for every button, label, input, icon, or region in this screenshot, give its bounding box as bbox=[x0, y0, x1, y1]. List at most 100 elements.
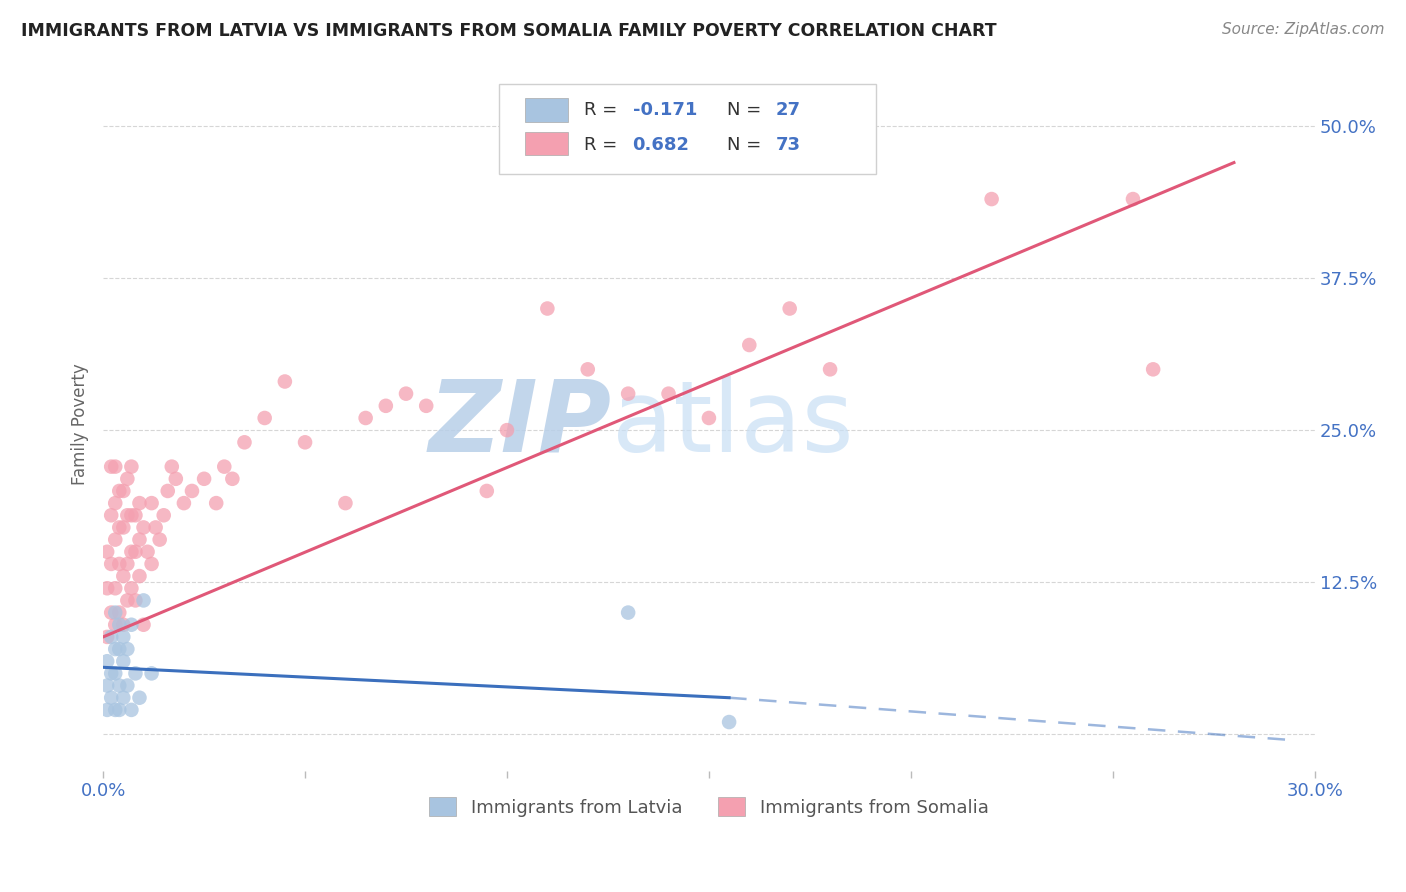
Point bbox=[181, 483, 204, 498]
Point bbox=[374, 399, 396, 413]
Point bbox=[475, 483, 498, 498]
Text: ZIP: ZIP bbox=[429, 376, 612, 473]
Point bbox=[104, 496, 127, 510]
Point bbox=[233, 435, 256, 450]
Point bbox=[100, 666, 122, 681]
Text: 73: 73 bbox=[776, 136, 800, 153]
Point bbox=[718, 714, 741, 729]
Point bbox=[141, 496, 163, 510]
Point bbox=[108, 617, 131, 632]
Point bbox=[738, 338, 761, 352]
Point bbox=[108, 703, 131, 717]
Point bbox=[253, 411, 276, 425]
Point bbox=[112, 654, 135, 668]
Text: N =: N = bbox=[727, 101, 761, 119]
Point bbox=[149, 533, 172, 547]
Point bbox=[617, 386, 640, 401]
Point bbox=[124, 666, 146, 681]
Point bbox=[117, 642, 139, 657]
Point bbox=[104, 581, 127, 595]
Point bbox=[128, 690, 150, 705]
Point bbox=[96, 679, 118, 693]
Point bbox=[117, 557, 139, 571]
Point bbox=[117, 508, 139, 523]
Point bbox=[1122, 192, 1144, 206]
Point bbox=[104, 606, 127, 620]
Point bbox=[117, 593, 139, 607]
Point bbox=[120, 545, 142, 559]
Point bbox=[108, 606, 131, 620]
Point bbox=[152, 508, 174, 523]
Point bbox=[96, 581, 118, 595]
Point bbox=[128, 496, 150, 510]
Point bbox=[132, 593, 155, 607]
Point bbox=[354, 411, 377, 425]
Point bbox=[496, 423, 519, 437]
Point bbox=[657, 386, 679, 401]
Point bbox=[120, 617, 142, 632]
Point bbox=[120, 581, 142, 595]
Text: 27: 27 bbox=[776, 101, 800, 119]
Point bbox=[112, 617, 135, 632]
Point bbox=[108, 642, 131, 657]
Point bbox=[96, 703, 118, 717]
Point bbox=[120, 459, 142, 474]
Point bbox=[415, 399, 437, 413]
Point bbox=[132, 520, 155, 534]
Text: IMMIGRANTS FROM LATVIA VS IMMIGRANTS FROM SOMALIA FAMILY POVERTY CORRELATION CHA: IMMIGRANTS FROM LATVIA VS IMMIGRANTS FRO… bbox=[21, 22, 997, 40]
Point bbox=[117, 472, 139, 486]
Point bbox=[100, 557, 122, 571]
Point bbox=[104, 533, 127, 547]
Point bbox=[156, 483, 179, 498]
Point bbox=[104, 703, 127, 717]
FancyBboxPatch shape bbox=[524, 131, 568, 155]
Point bbox=[132, 617, 155, 632]
Point bbox=[141, 557, 163, 571]
Point bbox=[173, 496, 195, 510]
Text: Source: ZipAtlas.com: Source: ZipAtlas.com bbox=[1222, 22, 1385, 37]
Text: 0.682: 0.682 bbox=[633, 136, 689, 153]
Point bbox=[108, 520, 131, 534]
Point bbox=[104, 459, 127, 474]
Text: atlas: atlas bbox=[612, 376, 853, 473]
Point bbox=[335, 496, 357, 510]
Point bbox=[108, 679, 131, 693]
Point bbox=[124, 508, 146, 523]
Point bbox=[193, 472, 215, 486]
Point bbox=[779, 301, 801, 316]
Point bbox=[108, 557, 131, 571]
Text: R =: R = bbox=[583, 101, 617, 119]
Point bbox=[112, 690, 135, 705]
Point bbox=[980, 192, 1002, 206]
Point bbox=[124, 545, 146, 559]
Point bbox=[145, 520, 167, 534]
Point bbox=[294, 435, 316, 450]
Point bbox=[117, 679, 139, 693]
Point bbox=[576, 362, 599, 376]
Point bbox=[221, 472, 243, 486]
Point bbox=[1142, 362, 1164, 376]
Point bbox=[128, 569, 150, 583]
Point bbox=[112, 569, 135, 583]
Point bbox=[112, 520, 135, 534]
Point bbox=[104, 617, 127, 632]
Point bbox=[274, 375, 297, 389]
Text: N =: N = bbox=[727, 136, 761, 153]
Point bbox=[112, 483, 135, 498]
Point bbox=[96, 654, 118, 668]
FancyBboxPatch shape bbox=[499, 84, 876, 175]
Point bbox=[128, 533, 150, 547]
Point bbox=[104, 642, 127, 657]
Point bbox=[141, 666, 163, 681]
Point bbox=[100, 508, 122, 523]
Point bbox=[112, 630, 135, 644]
Y-axis label: Family Poverty: Family Poverty bbox=[72, 363, 89, 485]
Text: R =: R = bbox=[583, 136, 617, 153]
Point bbox=[120, 703, 142, 717]
Point bbox=[214, 459, 236, 474]
Point bbox=[96, 545, 118, 559]
Point bbox=[536, 301, 558, 316]
Point bbox=[108, 483, 131, 498]
Point bbox=[100, 606, 122, 620]
Point bbox=[104, 666, 127, 681]
